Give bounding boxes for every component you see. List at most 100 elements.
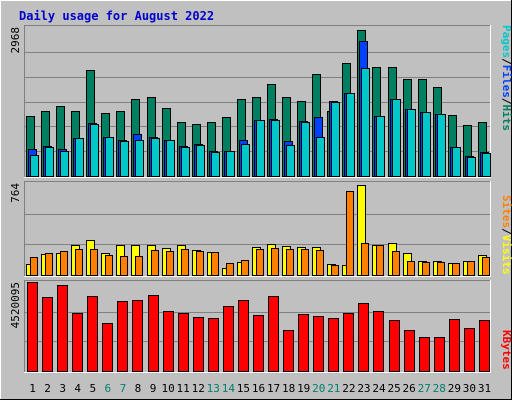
bar-pages [151,138,160,177]
x-tick-label: 5 [89,382,96,395]
bar-pages [452,147,461,177]
bar-pages [301,122,310,177]
bar-pages [316,137,325,177]
bar-sites [331,265,339,276]
bar-pages [361,68,370,177]
x-tick-label: 26 [403,382,416,395]
bar-kbytes [223,306,234,372]
bar-sites [482,257,490,276]
x-tick-label: 14 [222,382,236,395]
bar-sites [181,249,189,276]
bar-sites [437,262,445,276]
x-tick-label: 4 [74,382,81,395]
bar-pages [256,120,265,177]
right-label-word: / [500,98,512,105]
bar-pages [271,120,280,177]
bar-sites [301,249,309,276]
x-tick-label: 23 [357,382,370,395]
bar-sites [407,261,415,276]
bar-sites [361,243,369,276]
panel-top: 2968 [9,25,491,178]
bar-pages [120,141,129,177]
bar-kbytes [102,323,113,372]
bar-pages [196,145,205,177]
x-tick-label: 30 [463,382,476,395]
bar-kbytes [389,320,400,372]
right-label-word: / [500,228,512,235]
x-tick-label: 12 [192,382,205,395]
right-label-word: Visits [500,235,512,275]
x-tick-label: 2 [44,382,51,395]
bar-pages [45,147,54,177]
x-tick-label: 25 [387,382,400,395]
bar-sites [316,250,324,276]
x-tick-label: 15 [237,382,250,395]
bar-sites [226,263,234,276]
bar-pages [407,109,416,177]
right-label-word: / [500,58,512,65]
bar-pages [105,137,114,177]
right-label-middle: Sites/Visits [500,195,512,275]
x-tick-label: 1 [29,382,36,395]
right-label-bottom: KBytes [500,330,512,370]
chart-title: Daily usage for August 2022 [19,9,214,23]
bar-kbytes [87,296,98,372]
bar-pages [166,140,175,177]
bar-sites [105,255,113,276]
bar-kbytes [328,318,339,372]
bar-sites [392,251,400,276]
x-tick-label: 11 [177,382,190,395]
x-tick-label: 18 [282,382,295,395]
bar-kbytes [373,311,384,372]
bar-sites [30,257,38,276]
bar-kbytes [238,300,249,372]
x-tick-label: 29 [448,382,461,395]
bar-sites [120,256,128,276]
x-tick-label: 8 [135,382,142,395]
bar-kbytes [27,282,38,372]
bar-kbytes [268,296,279,372]
bar-sites [346,191,354,276]
panel-bottom: 4520095 [9,280,491,373]
bar-pages [241,144,250,177]
bar-sites [376,245,384,276]
bar-sites [256,249,264,276]
bar-pages [392,99,401,177]
bar-kbytes [464,328,475,372]
x-tick-label: 3 [59,382,66,395]
bar-sites [467,261,475,276]
x-tick-label: 20 [312,382,325,395]
panel-top-ymax-label: 2968 [9,27,22,54]
x-tick-label: 10 [161,382,174,395]
right-label-word: KBytes [500,330,512,370]
bar-kbytes [117,301,128,372]
bar-kbytes [42,297,53,372]
bar-kbytes [404,330,415,372]
bar-pages [422,112,431,177]
panel-middle: 764 [9,181,491,277]
bar-pages [286,145,295,177]
bar-kbytes [178,313,189,372]
panel-bottom-ymax-label: 4520095 [9,282,22,328]
x-tick-label: 19 [297,382,310,395]
x-axis-tick-labels: 1 2 3 4 5 6 7 8 9 10 11 12 13 14 15 16 17 18 19 20 21 22 23 24 2… [29,382,491,395]
bar-sites [151,250,159,276]
x-tick-label: 27 [418,382,431,395]
bar-kbytes [419,337,430,372]
bar-pages [376,116,385,177]
bar-pages [90,124,99,177]
bar-sites [135,256,143,276]
bar-kbytes [479,320,490,372]
x-tick-label: 16 [252,382,265,395]
bar-pages [226,151,235,177]
bar-kbytes [298,314,309,372]
right-label-word: Hits [500,105,512,132]
bar-kbytes [163,311,174,372]
bar-sites [211,252,219,276]
bar-pages [75,138,84,177]
bar-pages [346,93,355,177]
bar-pages [30,155,39,177]
bar-sites [45,253,53,276]
bar-kbytes [57,285,68,372]
